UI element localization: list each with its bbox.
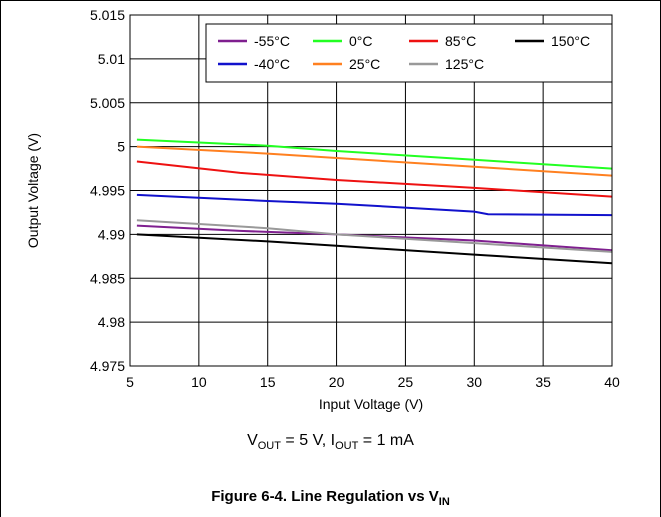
x-tick-label: 30: [466, 374, 482, 390]
legend-label: 25°C: [349, 56, 380, 72]
y-axis-title: Output Voltage (V): [25, 133, 41, 248]
x-tick-label: 35: [535, 374, 551, 390]
y-tick-label: 4.995: [90, 183, 125, 199]
y-tick-label: 5.005: [90, 95, 125, 111]
y-tick-label: 4.985: [90, 270, 125, 286]
legend-label: 0°C: [349, 33, 373, 49]
condition-v-rest: = 5 V,: [280, 432, 331, 449]
condition-i-rest: = 1 mA: [358, 432, 414, 449]
series-line: [136, 193, 613, 217]
y-tick-label: 4.99: [98, 226, 125, 242]
x-axis-title: Input Voltage (V): [319, 396, 423, 412]
condition-i-sub: OUT: [335, 440, 359, 453]
x-tick-label: 20: [329, 374, 345, 390]
y-tick-label: 4.98: [98, 314, 125, 330]
caption-sub: IN: [438, 496, 450, 508]
y-tick-label: 5: [117, 139, 125, 155]
x-tick-labels: 5 10 15 20 25 30 35 40: [126, 374, 620, 390]
x-tick-label: 25: [398, 374, 414, 390]
legend: -55°C 0°C 85°C 150°C -40°C 25°C 125°C: [205, 23, 613, 83]
legend-label: 150°C: [551, 33, 590, 49]
legend-label: 85°C: [445, 33, 476, 49]
legend-box: [205, 23, 613, 83]
legend-label: 125°C: [445, 56, 484, 72]
series-line: [136, 160, 613, 198]
x-tick-label: 40: [604, 374, 620, 390]
condition-v-sub: OUT: [257, 440, 281, 453]
x-tick-label: 5: [126, 374, 134, 390]
y-tick-label: 5.015: [90, 7, 125, 23]
y-tick-label: 5.01: [98, 51, 125, 67]
series-line: [136, 219, 613, 253]
condition-v: V: [247, 432, 258, 449]
x-tick-label: 15: [260, 374, 276, 390]
caption-text: Figure 6-4. Line Regulation vs V: [211, 488, 439, 505]
y-tick-label: 4.975: [90, 358, 125, 374]
condition-i: I: [330, 432, 336, 449]
y-tick-labels: 4.975 4.98 4.985 4.99 4.995 5 5.005 5.01 5.015: [90, 7, 125, 374]
series-layer: [136, 138, 613, 265]
line-chart: 4.975 4.98 4.985 4.99 4.995 5 5.005 5.01 5.015 5…: [25, 7, 620, 412]
legend-label: -40°C: [254, 56, 290, 72]
series-line: [136, 145, 613, 177]
figure-caption: Figure 6-4. Line Regulation vs VIN: [0, 488, 661, 508]
legend-label: -55°C: [254, 33, 290, 49]
series-line: [136, 138, 613, 170]
test-condition: VOUT = 5 V, IOUT = 1 mA: [0, 432, 661, 452]
series-line: [136, 233, 613, 265]
plot-area: [129, 14, 613, 367]
x-tick-label: 10: [191, 374, 207, 390]
